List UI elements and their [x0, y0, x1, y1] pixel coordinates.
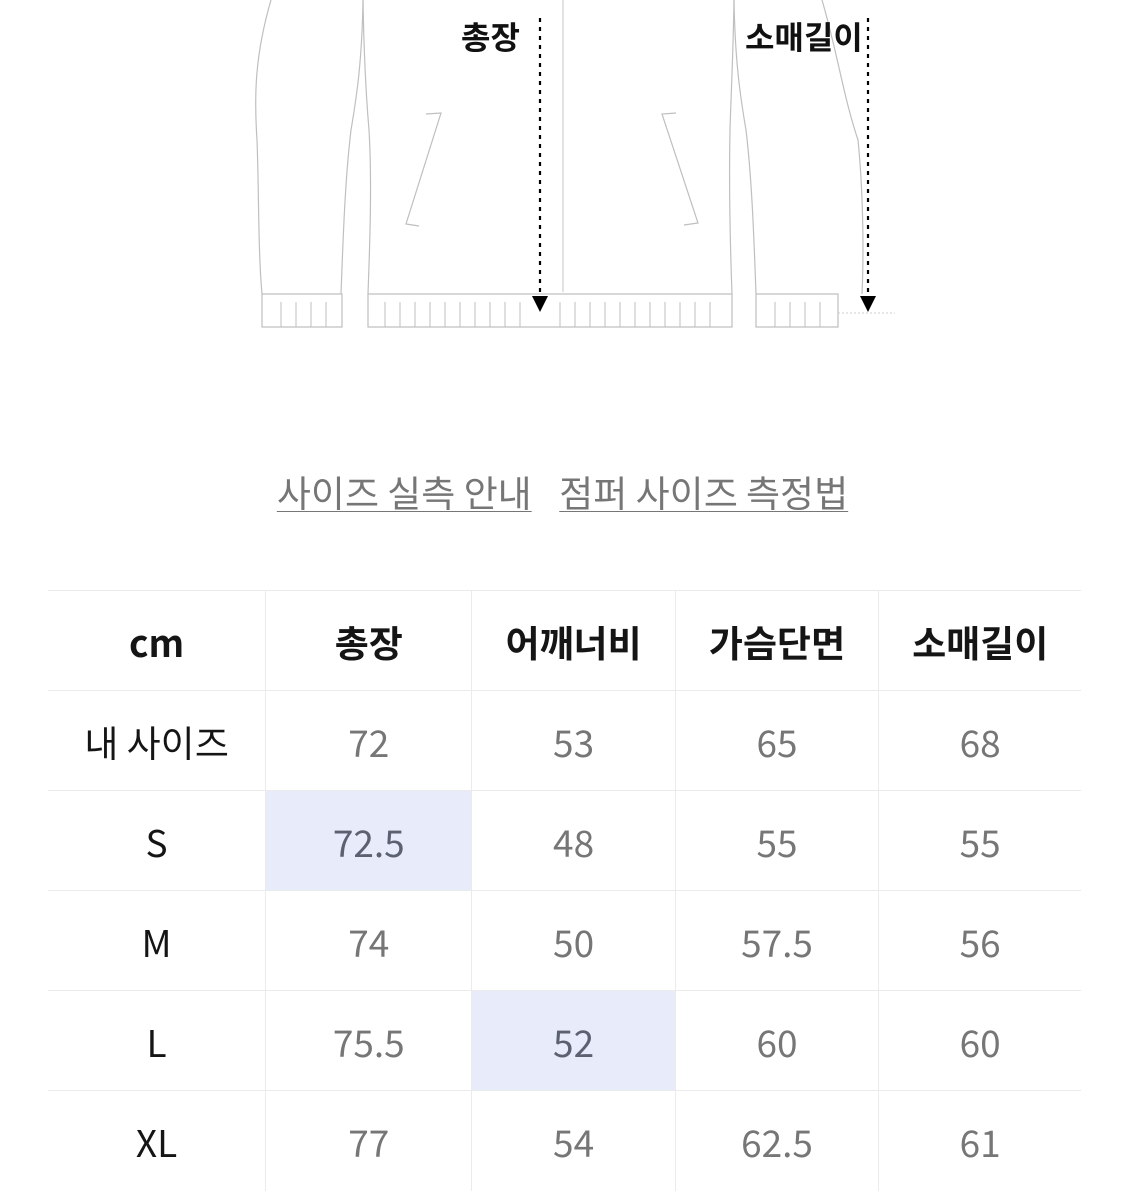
svg-text:총장: 총장 — [461, 13, 520, 59]
svg-text:소매길이: 소매길이 — [745, 13, 863, 59]
